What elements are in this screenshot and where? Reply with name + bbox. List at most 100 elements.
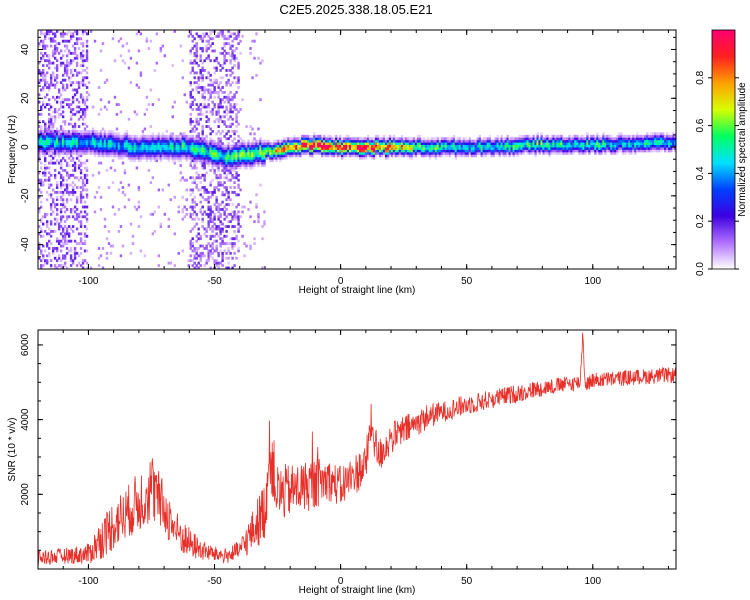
spectrogram-cell <box>480 142 483 146</box>
spectrogram-cell <box>231 144 234 148</box>
spectrogram-cell <box>233 215 236 219</box>
spectrogram-cell <box>69 51 73 55</box>
spectrogram-cell <box>205 56 208 60</box>
spectrogram-cell <box>69 208 73 211</box>
spectrogram-cell <box>560 142 563 146</box>
spectrogram-cell <box>235 108 238 111</box>
spectrogram-cell <box>586 137 589 141</box>
spectrogram-cell <box>231 44 234 48</box>
spectrogram-cell <box>69 129 73 133</box>
spectrogram-cell <box>231 190 234 194</box>
spectrogram-cell <box>622 134 625 138</box>
spectrogram-cell <box>59 93 63 97</box>
spectrogram-cell <box>508 142 511 146</box>
spectrogram-cell <box>47 108 51 111</box>
spectrogram-cell <box>103 105 107 109</box>
spectrogram-cell <box>45 64 49 67</box>
spectrogram-cell <box>53 173 57 177</box>
spectrogram-cell <box>45 103 49 106</box>
spectrogram-cell <box>175 149 178 153</box>
spectrogram-cell <box>59 215 63 219</box>
spectrogram-cell <box>139 139 143 143</box>
spectrogram-cell <box>83 183 87 187</box>
spectrogram-cell <box>183 178 186 182</box>
spectrogram-cell <box>474 149 478 153</box>
spectrogram-cell <box>97 149 101 153</box>
spectrogram-cell <box>85 108 89 111</box>
spectrogram-cell <box>548 144 551 148</box>
spectrogram-cell <box>610 134 613 138</box>
spectrogram-cell <box>103 225 107 228</box>
spectrogram-cell <box>364 142 368 146</box>
spectrogram-cell <box>47 137 51 141</box>
spectrogram-cell <box>189 259 192 263</box>
spectrogram-cell <box>642 137 645 141</box>
spectrogram-cell <box>418 137 422 141</box>
spectrogram-cell <box>243 139 246 143</box>
spectrogram-cell <box>209 88 212 92</box>
spectrogram-cell <box>223 90 226 94</box>
spectrogram-cell <box>201 127 204 131</box>
spectrogram-cell <box>456 147 460 150</box>
spectrogram-cell <box>219 139 222 143</box>
y-tick-label: -20 <box>20 188 31 203</box>
spectrogram-cell <box>251 156 254 160</box>
spectrogram-cell <box>568 147 571 150</box>
spectrogram-cell <box>386 156 390 160</box>
spectrogram-cell <box>205 105 208 109</box>
spectrogram-cell <box>227 125 230 128</box>
spectrogram-cell <box>193 164 196 167</box>
spectrogram-cell <box>263 144 266 148</box>
spectrogram-cell <box>289 151 292 155</box>
spectrogram-cell <box>113 147 117 150</box>
spectrogram-cell <box>287 137 290 141</box>
spectrogram-cell <box>83 132 87 136</box>
spectrogram-cell <box>107 100 111 104</box>
spectrogram-cell <box>446 147 450 150</box>
spectrogram-cell <box>59 195 63 199</box>
spectrogram-cell <box>436 144 440 148</box>
spectrogram-cell <box>347 147 350 150</box>
spectrogram-cell <box>211 144 214 148</box>
spectrogram-cell <box>237 186 240 189</box>
spectrogram-cell <box>211 166 214 170</box>
spectrogram-cell <box>614 147 617 150</box>
spectrogram-cell <box>231 105 234 109</box>
spectrogram-cell <box>63 71 67 75</box>
spectrogram-cell <box>85 51 89 55</box>
spectrogram-cell <box>53 256 57 260</box>
spectrogram-cell <box>149 88 153 92</box>
spectrogram-cell <box>253 147 256 150</box>
spectrogram-cell <box>321 154 324 158</box>
spectrogram-cell <box>87 93 91 97</box>
spectrogram-cell <box>606 142 609 146</box>
spectrogram-cell <box>213 234 216 238</box>
spectrogram-cell <box>67 61 71 65</box>
spectrogram-cell <box>253 39 256 43</box>
spectrogram-cell <box>305 139 308 143</box>
spectrogram-cell <box>227 154 230 158</box>
spectrogram-cell <box>49 242 53 246</box>
spectrogram-cell <box>195 122 198 126</box>
spectrogram-cell <box>257 154 260 158</box>
spectrogram-cell <box>38 151 41 155</box>
spectrogram-cell <box>173 154 176 158</box>
spectrogram-cell <box>43 178 47 182</box>
spectrogram-cell <box>47 98 51 102</box>
spectrogram-cell <box>199 147 202 150</box>
spectrogram-cell <box>61 169 65 172</box>
spectrogram-cell <box>534 154 537 158</box>
spectrogram-cell <box>63 256 67 260</box>
spectrogram-cell <box>418 139 422 143</box>
spectrogram-cell <box>674 149 677 153</box>
spectrogram-cell <box>49 173 53 177</box>
spectrogram-cell <box>355 154 358 158</box>
spectrogram-cell <box>221 256 224 260</box>
spectrogram-cell <box>201 88 204 92</box>
spectrogram-cell <box>221 193 224 197</box>
spectrogram-cell <box>554 139 557 143</box>
spectrogram-cell <box>327 139 330 143</box>
spectrogram-cell <box>201 95 204 99</box>
spectrogram-cell <box>229 171 232 175</box>
spectrogram-cell <box>123 134 127 138</box>
